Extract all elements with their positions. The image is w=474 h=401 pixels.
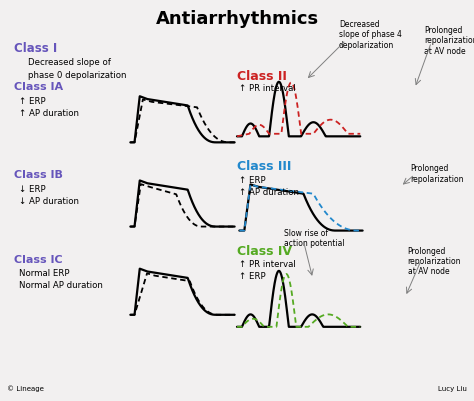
Text: Class IB: Class IB bbox=[14, 170, 63, 180]
Text: Class IV: Class IV bbox=[237, 245, 292, 257]
Text: Normal ERP: Normal ERP bbox=[19, 269, 70, 277]
Text: ↑ ERP: ↑ ERP bbox=[239, 176, 266, 184]
Text: Prolonged
repolarization: Prolonged repolarization bbox=[410, 164, 464, 184]
Text: phase 0 depolarization: phase 0 depolarization bbox=[28, 71, 127, 80]
Text: ↑ AP duration: ↑ AP duration bbox=[19, 109, 79, 118]
Text: Class III: Class III bbox=[237, 160, 292, 173]
Text: Prolonged
repolarization
at AV node: Prolonged repolarization at AV node bbox=[424, 26, 474, 56]
Text: Decreased slope of: Decreased slope of bbox=[28, 58, 111, 67]
Text: ↑ ERP: ↑ ERP bbox=[19, 97, 46, 106]
Text: © Lineage: © Lineage bbox=[7, 385, 44, 392]
Text: Slow rise of
action potential: Slow rise of action potential bbox=[284, 229, 345, 248]
Text: Class II: Class II bbox=[237, 70, 287, 83]
Text: Decreased
slope of phase 4
depolarization: Decreased slope of phase 4 depolarizatio… bbox=[339, 20, 402, 50]
Text: ↓ ERP: ↓ ERP bbox=[19, 185, 46, 194]
Text: Lucy Liu: Lucy Liu bbox=[438, 386, 467, 392]
Text: Class IC: Class IC bbox=[14, 255, 63, 265]
Text: Antiarrhythmics: Antiarrhythmics bbox=[155, 10, 319, 28]
Text: ↑ PR interval: ↑ PR interval bbox=[239, 260, 296, 269]
Text: Class I: Class I bbox=[14, 42, 57, 55]
Text: ↑ ERP: ↑ ERP bbox=[239, 272, 266, 281]
Text: ↓ AP duration: ↓ AP duration bbox=[19, 197, 79, 206]
Text: Normal AP duration: Normal AP duration bbox=[19, 281, 103, 290]
Text: ↑ AP duration: ↑ AP duration bbox=[239, 188, 300, 196]
Text: Class IA: Class IA bbox=[14, 82, 64, 92]
Text: Prolonged
repolarization
at AV node: Prolonged repolarization at AV node bbox=[408, 247, 461, 276]
Text: ↑ PR interval: ↑ PR interval bbox=[239, 84, 296, 93]
